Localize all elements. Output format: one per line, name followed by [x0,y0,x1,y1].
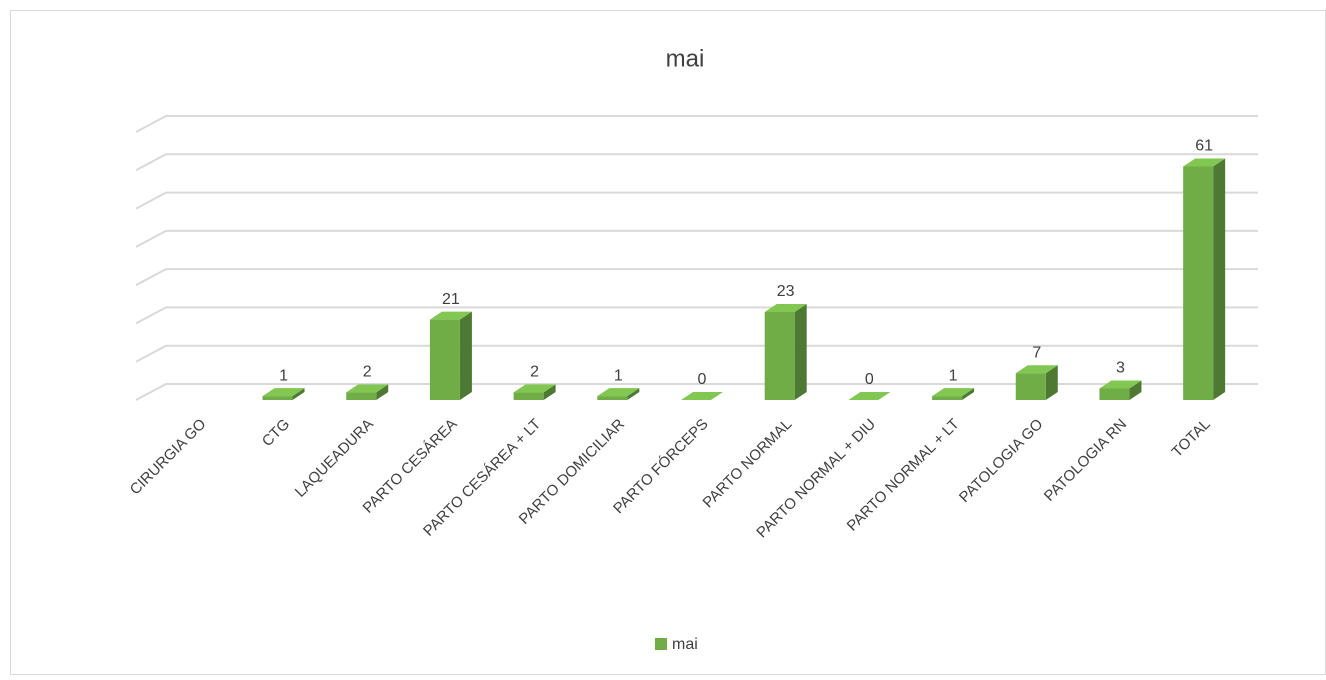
bar-top [429,311,472,320]
grid-line [135,383,1258,401]
bar [346,384,389,400]
chart-border [10,10,1326,675]
bar-front [1183,166,1214,400]
bar-front [262,396,293,400]
grid-line [135,153,1258,172]
bar-side [627,388,640,400]
data-label: 0 [698,371,707,388]
bar-front [764,311,795,400]
bar [597,388,640,400]
bar-side [459,311,472,400]
bar [764,303,807,400]
bar-front [597,396,628,400]
bar-top [848,392,891,400]
bar [1099,380,1142,400]
bar-front [346,392,377,400]
bar-top [1099,380,1142,389]
data-label: 2 [363,364,372,381]
bar-top [681,392,723,400]
bar [1015,365,1058,400]
data-label: 23 [777,283,795,300]
data-label: 1 [279,367,288,384]
bar-side [1129,380,1142,400]
grid-line [135,268,1258,287]
bar [429,311,472,400]
grid-line [135,229,1258,248]
bar-side [292,388,305,400]
bar-top [346,384,389,393]
grid-line [135,115,1258,133]
bar-side [376,384,389,400]
chart-title: mai [666,45,705,72]
bar-front [1099,388,1130,400]
bar-side [1213,158,1226,400]
bar-top [597,388,640,397]
data-label: 3 [1116,360,1125,377]
data-label: 1 [614,367,623,384]
grid-line [135,191,1258,210]
bar-side [962,388,975,400]
bar-top [1183,158,1226,167]
bar-front [429,319,460,400]
legend-label: mai [672,636,698,653]
data-label: 2 [530,364,539,381]
data-label: 21 [442,291,460,308]
bar [1183,158,1226,400]
bar [932,388,975,400]
data-label: 1 [949,367,958,384]
data-label: 0 [865,371,874,388]
bar-top [764,303,807,312]
legend-swatch [655,638,667,650]
bar-top [932,388,975,397]
bar-front [932,396,963,400]
data-label: 61 [1195,138,1213,155]
bar-top [513,384,556,393]
data-label: 7 [1032,344,1041,361]
bar [262,388,305,400]
bar-side [543,384,556,400]
bar-front [513,392,544,400]
bar-top [262,388,305,397]
bar [681,392,723,400]
bar [848,392,891,400]
bar-front [1015,373,1046,400]
grid-line [135,344,1258,363]
bar-side [794,303,807,400]
bar [513,384,556,400]
grid-line [135,306,1258,325]
bar-side [1045,365,1058,400]
bar-top [1015,365,1058,374]
